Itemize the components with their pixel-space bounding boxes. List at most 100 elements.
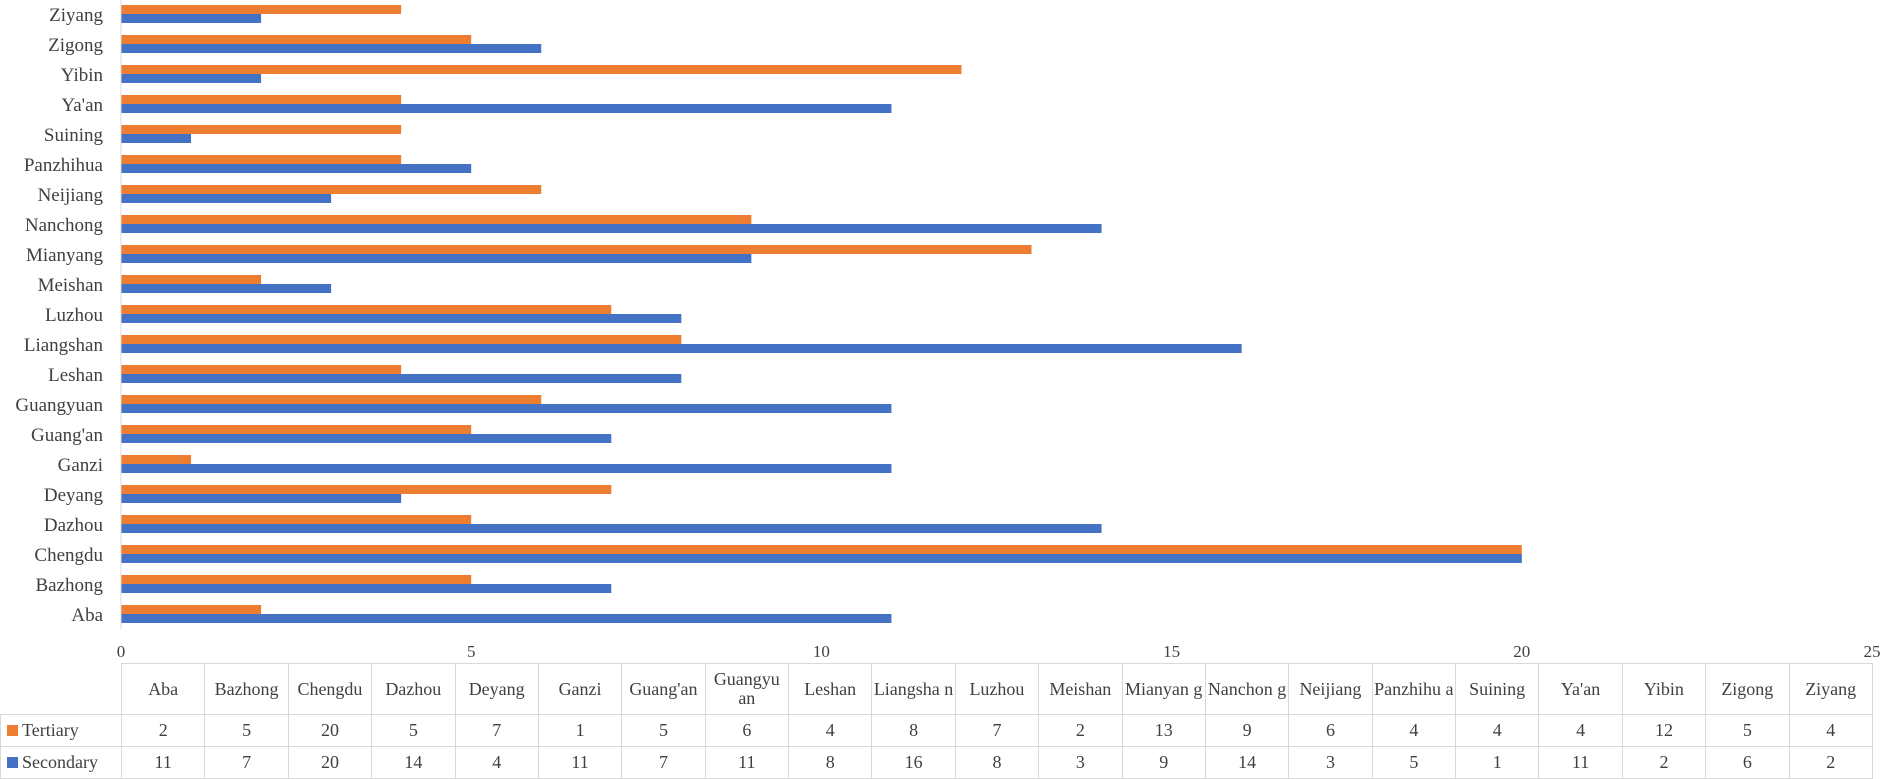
table-cell: 11 — [704, 746, 790, 779]
bar-secondary-nanchong — [121, 224, 1102, 233]
table-corner — [0, 663, 122, 715]
table-row-secondary: Secondary 11 7 20 14 4 11 7 11 8 16 8 3 9 14 3 5 1 11 2 6 2 — [0, 746, 1873, 779]
category-label: Chengdu — [34, 545, 103, 566]
bar-secondary-luzhou — [121, 314, 682, 323]
table-row-tertiary: Tertiary 2 5 20 5 7 1 5 6 4 8 7 2 13 9 6 4 4 4 12 5 4 — [0, 714, 1873, 747]
table-cell: 8 — [787, 746, 873, 779]
table-cell: 7 — [954, 714, 1040, 747]
table-header-cell: Deyang — [454, 663, 539, 715]
table-cell: 20 — [287, 714, 373, 747]
legend-swatch — [7, 757, 18, 768]
x-tick-label: 15 — [1163, 642, 1180, 661]
bar-tertiary-guangyuan — [121, 395, 542, 404]
table-cell: 14 — [371, 746, 456, 779]
table-cell: 14 — [1204, 746, 1290, 779]
x-tick-label: 0 — [117, 642, 126, 661]
table-header-cell: Luzhou — [954, 663, 1040, 715]
category-label: Liangshan — [24, 335, 104, 356]
x-tick-label: 5 — [467, 642, 476, 661]
table-cell: 6 — [1288, 714, 1373, 747]
bar-tertiary-dazhou — [121, 515, 472, 524]
bar-tertiary-panzhihua — [121, 155, 402, 164]
table-cell: 2 — [1621, 746, 1707, 779]
table-header-cell: Mianyan g — [1121, 663, 1206, 715]
category-label: Luzhou — [45, 305, 104, 326]
table-header-cell: Ganzi — [537, 663, 623, 715]
table-cell: 11 — [537, 746, 623, 779]
table-cell: 5 — [371, 714, 456, 747]
category-label: Deyang — [44, 485, 104, 506]
table-cell: 6 — [704, 714, 790, 747]
table-header-cell: Bazhong — [204, 663, 289, 715]
bar-tertiary-zigong — [121, 35, 472, 44]
category-label: Suining — [44, 125, 104, 146]
bar-secondary-leshan — [121, 374, 682, 383]
category-label: Guangyuan — [15, 395, 103, 416]
bar-secondary-liangshan — [121, 344, 1242, 353]
table-cell: 3 — [1038, 746, 1123, 779]
category-label: Mianyang — [26, 245, 104, 266]
bar-tertiary-yibin — [121, 65, 962, 74]
bar-chart: Aba Bazhong Chengdu Dazhou Deyang Ganzi Guang'… — [15, 0, 1881, 661]
legend-swatch — [7, 725, 18, 736]
table-cell: 20 — [287, 746, 373, 779]
bar-tertiary-chengdu — [121, 545, 1522, 554]
table-cell: 1 — [1454, 746, 1540, 779]
table-header-cell: Ziyang — [1788, 663, 1873, 715]
category-label: Ziyang — [49, 5, 103, 26]
bar-tertiary-suining — [121, 125, 402, 134]
table-cell: 9 — [1121, 746, 1206, 779]
bar-tertiary-mianyang — [121, 245, 1032, 254]
category-label: Guang'an — [31, 425, 104, 446]
table-cell: 7 — [621, 746, 706, 779]
table-header-cell: Chengdu — [287, 663, 373, 715]
bar-secondary-meishan — [121, 284, 332, 293]
table-cell: 16 — [871, 746, 956, 779]
table-cell: 2 — [1788, 746, 1873, 779]
bar-secondary-neijiang — [121, 194, 332, 203]
bar-tertiary-ya-an — [121, 95, 402, 104]
bar-secondary-aba — [121, 614, 892, 623]
table-header-cell: Neijiang — [1288, 663, 1373, 715]
category-labels: Aba Bazhong Chengdu Dazhou Deyang Ganzi Guang'… — [15, 5, 103, 626]
table-cell: 1 — [537, 714, 623, 747]
bar-tertiary-ziyang — [121, 5, 402, 14]
category-label: Dazhou — [44, 515, 104, 536]
legend-label: Tertiary — [22, 720, 79, 740]
table-cell: 3 — [1288, 746, 1373, 779]
table-header-row: Aba Bazhong Chengdu Dazhou Deyang Ganzi Guang'… — [0, 663, 1873, 715]
table-cell: 7 — [454, 714, 539, 747]
category-label: Aba — [71, 605, 103, 626]
bar-tertiary-guang-an — [121, 425, 472, 434]
table-cell: 4 — [454, 746, 539, 779]
table-cell: 9 — [1204, 714, 1290, 747]
table-cell: 13 — [1121, 714, 1206, 747]
category-label: Leshan — [48, 365, 103, 386]
bar-tertiary-leshan — [121, 365, 402, 374]
bar-secondary-mianyang — [121, 254, 752, 263]
table-header-cell: Dazhou — [371, 663, 456, 715]
category-label: Bazhong — [35, 575, 103, 596]
bar-tertiary-luzhou — [121, 305, 612, 314]
table-header-cell: Nanchon g — [1204, 663, 1290, 715]
table-header-cell: Guangyu an — [704, 663, 790, 715]
bar-secondary-ya-an — [121, 104, 892, 113]
category-label: Neijiang — [38, 185, 104, 206]
bar-secondary-deyang — [121, 494, 402, 503]
bar-secondary-guang-an — [121, 434, 612, 443]
table-cell: 11 — [120, 746, 206, 779]
category-label: Ganzi — [58, 455, 103, 476]
table-cell: 4 — [1788, 714, 1873, 747]
category-label: Meishan — [38, 275, 104, 296]
table-header-cell: Leshan — [787, 663, 873, 715]
bar-secondary-guangyuan — [121, 404, 892, 413]
x-tick-label: 10 — [813, 642, 830, 661]
table-cell: 8 — [954, 746, 1040, 779]
category-label: Yibin — [61, 65, 104, 86]
legend-entry-secondary: Secondary — [0, 746, 122, 779]
table-cell: 5 — [204, 714, 289, 747]
bar-secondary-dazhou — [121, 524, 1102, 533]
bar-tertiary-meishan — [121, 275, 262, 284]
table-header-cell: Ya'an — [1538, 663, 1623, 715]
table-header-cell: Suining — [1454, 663, 1540, 715]
